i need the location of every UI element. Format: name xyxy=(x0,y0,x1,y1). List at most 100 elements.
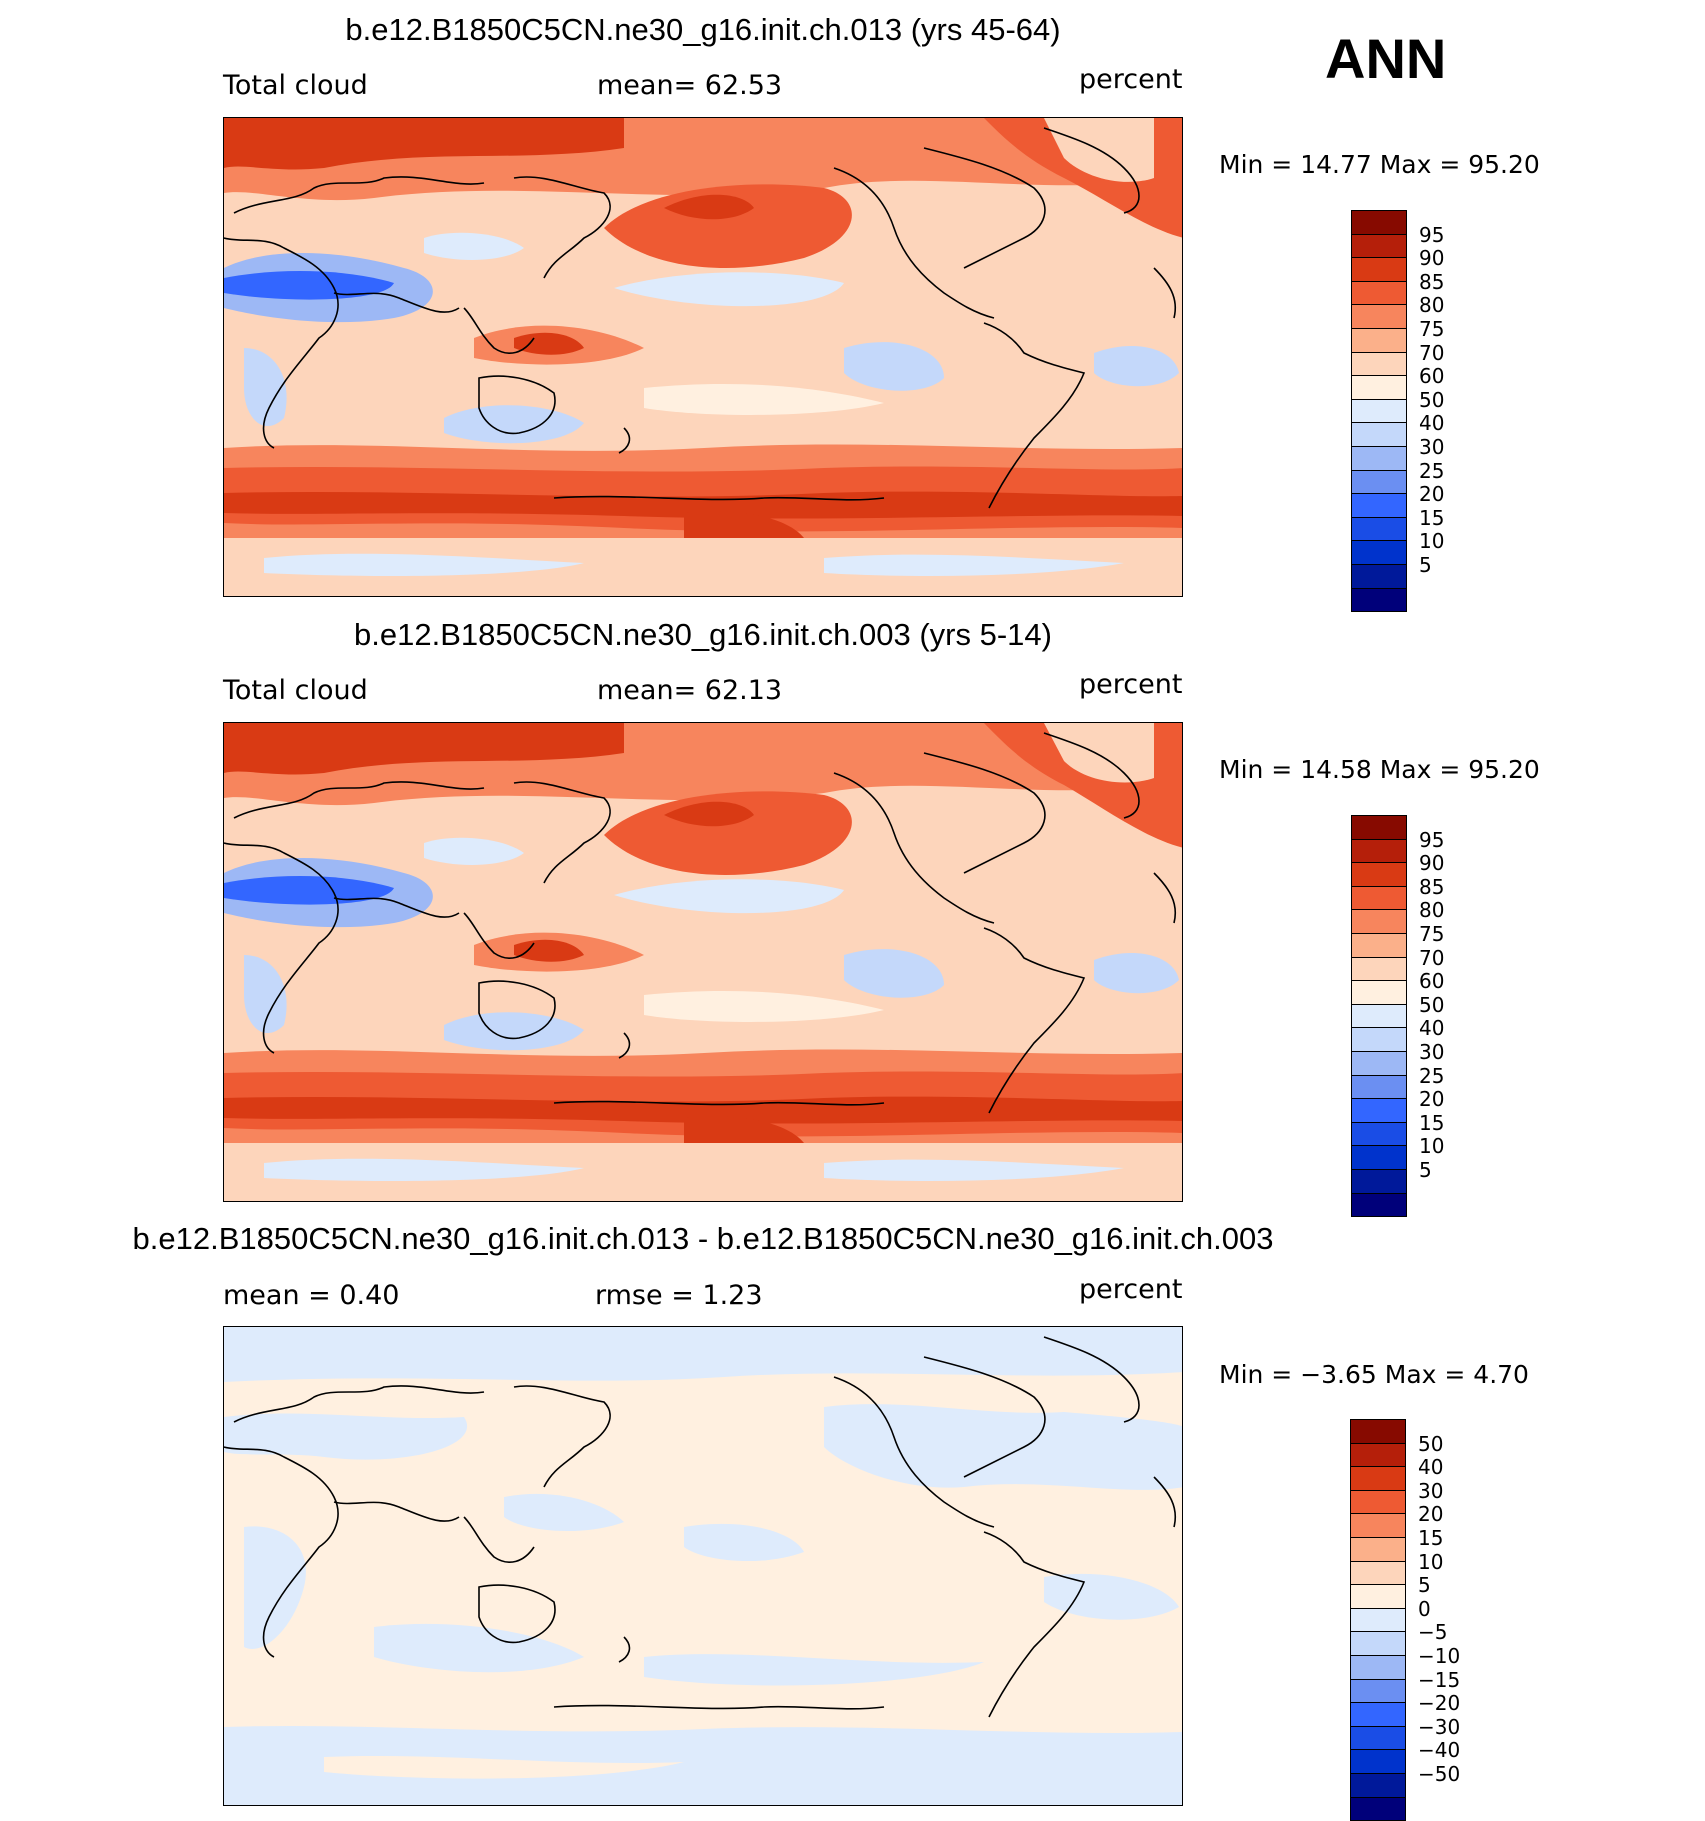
colorbar-tick-label: 30 xyxy=(1419,435,1445,459)
panel-3-title: b.e12.B1850C5CN.ne30_g16.init.ch.013 - b… xyxy=(132,1221,1274,1256)
colorbar-swatch xyxy=(1351,210,1407,235)
colorbar-tick-label: 10 xyxy=(1419,1134,1445,1159)
colorbar-swatch xyxy=(1351,516,1407,542)
colorbar-tick-label: −15 xyxy=(1418,1667,1461,1692)
colorbar-tick-label: 40 xyxy=(1418,1455,1444,1480)
colorbar-tick-label: 75 xyxy=(1419,922,1445,946)
colorbar-tick-label: 20 xyxy=(1419,482,1445,507)
colorbar-swatch xyxy=(1351,328,1407,353)
colorbar-swatch xyxy=(1351,909,1407,934)
colorbar-tick-label: 90 xyxy=(1419,851,1445,876)
colorbar-swatch xyxy=(1350,1466,1406,1491)
colorbar-tick-label: 60 xyxy=(1419,969,1445,994)
colorbar-tick-label: −10 xyxy=(1418,1644,1461,1668)
colorbar-swatch xyxy=(1350,1513,1406,1538)
colorbar-tick-label: 5 xyxy=(1419,553,1432,577)
colorbar-swatch xyxy=(1350,1796,1406,1821)
colorbar-swatch xyxy=(1350,1489,1406,1515)
colorbar-swatch xyxy=(1351,956,1407,982)
colorbar-swatch xyxy=(1350,1655,1406,1680)
colorbar-swatch xyxy=(1351,257,1407,282)
colorbar-swatch xyxy=(1351,815,1407,840)
panel-2-cloud-field xyxy=(224,723,1182,1201)
colorbar-tick-label: 25 xyxy=(1419,1063,1445,1088)
panel-2-variable-label: Total cloud xyxy=(223,675,368,706)
colorbar-tick-label: 85 xyxy=(1419,874,1445,899)
colorbar-swatch xyxy=(1350,1607,1406,1633)
colorbar-swatch xyxy=(1350,1702,1406,1727)
panel-3-rmse-label: rmse = 1.23 xyxy=(595,1280,763,1311)
colorbar-tick-label: 20 xyxy=(1418,1502,1444,1527)
season-label: ANN xyxy=(1325,27,1447,90)
colorbar-tick-label: −5 xyxy=(1418,1620,1448,1645)
colorbar-swatch xyxy=(1351,885,1407,911)
panel-2-mean-label: mean= 62.13 xyxy=(597,675,783,706)
colorbar-tick-label: 0 xyxy=(1418,1596,1431,1621)
colorbar-swatch xyxy=(1350,1725,1406,1751)
panel-3-minmax: Min = −3.65 Max = 4.70 xyxy=(1219,1360,1529,1389)
colorbar-tick-label: 50 xyxy=(1418,1431,1444,1456)
colorbar-swatch xyxy=(1351,564,1407,589)
panel-3-map xyxy=(223,1326,1183,1806)
panel-3-units-label: percent xyxy=(1079,1274,1183,1305)
colorbar-tick-label: 5 xyxy=(1418,1573,1431,1598)
panel-1-minmax: Min = 14.77 Max = 95.20 xyxy=(1219,150,1540,179)
colorbar-swatch xyxy=(1350,1678,1406,1704)
colorbar-swatch xyxy=(1351,1051,1407,1076)
colorbar-swatch xyxy=(1351,540,1407,565)
panel-2-title: b.e12.B1850C5CN.ne30_g16.init.ch.003 (yr… xyxy=(354,617,1052,652)
colorbar-swatch xyxy=(1351,351,1407,377)
colorbar-swatch xyxy=(1351,233,1407,259)
colorbar-swatch xyxy=(1351,280,1407,306)
panel-2-map xyxy=(223,722,1183,1202)
colorbar-swatch xyxy=(1350,1584,1406,1609)
panel-1-mean-label: mean= 62.53 xyxy=(597,70,783,101)
colorbar-swatch xyxy=(1350,1419,1406,1444)
colorbar-tick-label: 15 xyxy=(1419,1110,1445,1135)
colorbar-tick-label: 60 xyxy=(1419,364,1445,389)
colorbar-swatch xyxy=(1350,1749,1406,1774)
colorbar-tick-label: 15 xyxy=(1418,1526,1444,1550)
colorbar-tick-label: 80 xyxy=(1419,898,1445,923)
panel-3-difference-field xyxy=(224,1327,1182,1805)
panel-1-variable-label: Total cloud xyxy=(223,70,368,101)
colorbar-tick-label: 10 xyxy=(1418,1549,1444,1574)
colorbar-tick-label: 20 xyxy=(1419,1087,1445,1112)
colorbar-tick-label: 40 xyxy=(1419,1016,1445,1041)
colorbar-tick-label: 25 xyxy=(1419,458,1445,483)
colorbar-tick-label: 85 xyxy=(1419,269,1445,294)
colorbar-swatch xyxy=(1351,1074,1407,1100)
colorbar-swatch xyxy=(1351,1027,1407,1052)
colorbar-tick-label: −50 xyxy=(1418,1762,1461,1786)
panel-3-mean-label: mean = 0.40 xyxy=(223,1280,400,1311)
colorbar-swatch xyxy=(1350,1442,1406,1468)
colorbar-tick-label: 50 xyxy=(1419,387,1445,412)
panel-1-cloud-field xyxy=(224,118,1182,596)
colorbar-swatch xyxy=(1351,469,1407,495)
colorbar-swatch xyxy=(1351,398,1407,424)
colorbar-tick-label: 70 xyxy=(1419,945,1445,970)
colorbar-swatch xyxy=(1351,980,1407,1005)
colorbar-swatch xyxy=(1351,446,1407,471)
colorbar-tick-label: 70 xyxy=(1419,340,1445,365)
colorbar-swatch xyxy=(1351,375,1407,400)
colorbar-swatch xyxy=(1351,1192,1407,1218)
panel-2-units-label: percent xyxy=(1079,669,1183,700)
colorbar-swatch xyxy=(1351,587,1407,613)
colorbar-tick-label: 95 xyxy=(1419,827,1445,852)
colorbar-tick-label: −20 xyxy=(1418,1691,1461,1716)
colorbar-swatch xyxy=(1351,1121,1407,1147)
colorbar-tick-label: 50 xyxy=(1419,992,1445,1017)
colorbar-tick-label: −40 xyxy=(1418,1738,1461,1763)
colorbar-swatch xyxy=(1351,1098,1407,1123)
colorbar-swatch xyxy=(1350,1773,1406,1798)
colorbar-tick-label: 95 xyxy=(1419,222,1445,247)
colorbar-tick-label: 15 xyxy=(1419,505,1445,530)
colorbar-swatch xyxy=(1350,1560,1406,1586)
panel-2-minmax: Min = 14.58 Max = 95.20 xyxy=(1219,755,1540,784)
colorbar-tick-label: 10 xyxy=(1419,529,1445,554)
colorbar-swatch xyxy=(1351,838,1407,864)
colorbar-tick-label: −30 xyxy=(1418,1714,1461,1739)
panel-1-map xyxy=(223,117,1183,597)
colorbar-swatch xyxy=(1351,304,1407,329)
